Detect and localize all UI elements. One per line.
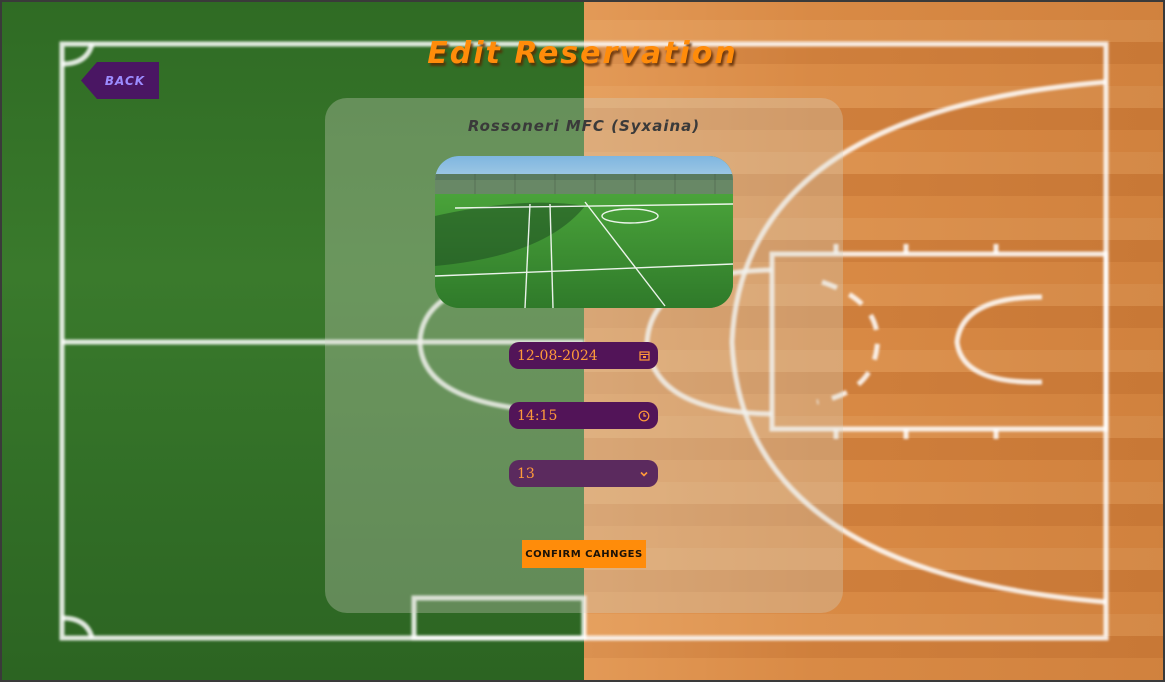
date-input[interactable]: 12-08-2024 xyxy=(509,342,658,369)
court-number-select[interactable]: 13 xyxy=(509,460,658,487)
confirm-changes-button[interactable]: CONFIRM CAHNGES xyxy=(522,540,646,568)
time-input-value: 14:15 xyxy=(517,407,558,424)
time-input[interactable]: 14:15 xyxy=(509,402,658,429)
venue-photo xyxy=(435,156,733,308)
reservation-card: Rossoneri MFC (Syxaina) xyxy=(325,98,843,613)
clock-icon[interactable] xyxy=(638,410,650,422)
football-field-photo-icon xyxy=(435,156,733,308)
page-title: Edit Reservation xyxy=(427,36,738,71)
confirm-button-label: CONFIRM CAHNGES xyxy=(525,548,643,560)
calendar-icon[interactable] xyxy=(638,350,650,362)
back-button-label: BACK xyxy=(104,73,146,88)
basketball-court-half xyxy=(584,2,1163,680)
select-value: 13 xyxy=(517,465,535,482)
back-button[interactable]: BACK xyxy=(81,62,159,99)
venue-name: Rossoneri MFC (Syxaina) xyxy=(467,117,701,135)
date-input-value: 12-08-2024 xyxy=(517,347,598,364)
chevron-down-icon xyxy=(638,468,650,480)
